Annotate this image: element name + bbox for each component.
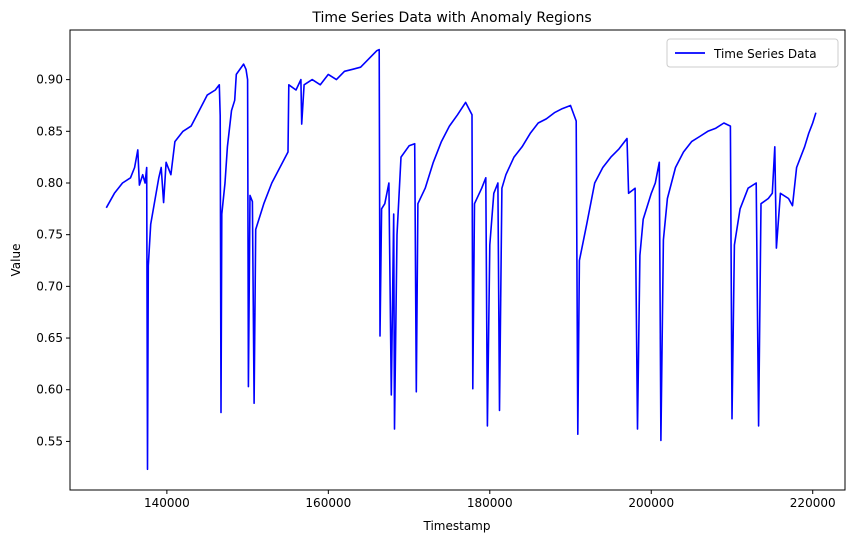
plot-background: [70, 30, 845, 490]
x-tick-label: 220000: [790, 496, 836, 510]
plot-area: [69, 29, 846, 491]
y-tick-label: 0.75: [36, 228, 63, 242]
chart-title: Time Series Data with Anomaly Regions: [311, 10, 591, 26]
x-tick-label: 140000: [144, 496, 190, 510]
y-tick-label: 0.60: [36, 383, 63, 397]
x-tick-label: 180000: [467, 496, 513, 510]
y-tick-label: 0.80: [36, 176, 63, 190]
x-axis-label: Timestamp: [423, 519, 491, 533]
x-axis-ticks: 140000 160000 180000 200000 220000: [144, 490, 836, 510]
legend-box: [666, 38, 839, 68]
series-layer: [105, 48, 817, 471]
x-tick-label: 160000: [305, 496, 351, 510]
legend: Time Series Data: [666, 38, 839, 68]
x-tick-label: 200000: [628, 496, 674, 510]
y-tick-label: 0.90: [36, 73, 63, 87]
y-axis-label: Value: [9, 244, 23, 277]
series-line: [105, 48, 817, 471]
axes-frame: [69, 29, 846, 491]
legend-entry-label: Time Series Data: [713, 47, 817, 61]
y-axis-ticks: 0.55 0.60 0.65 0.70 0.75 0.80 0.85 0.90: [36, 73, 70, 448]
y-tick-label: 0.55: [36, 434, 63, 448]
y-tick-label: 0.85: [36, 124, 63, 138]
y-tick-label: 0.70: [36, 279, 63, 293]
y-tick-label: 0.65: [36, 331, 63, 345]
